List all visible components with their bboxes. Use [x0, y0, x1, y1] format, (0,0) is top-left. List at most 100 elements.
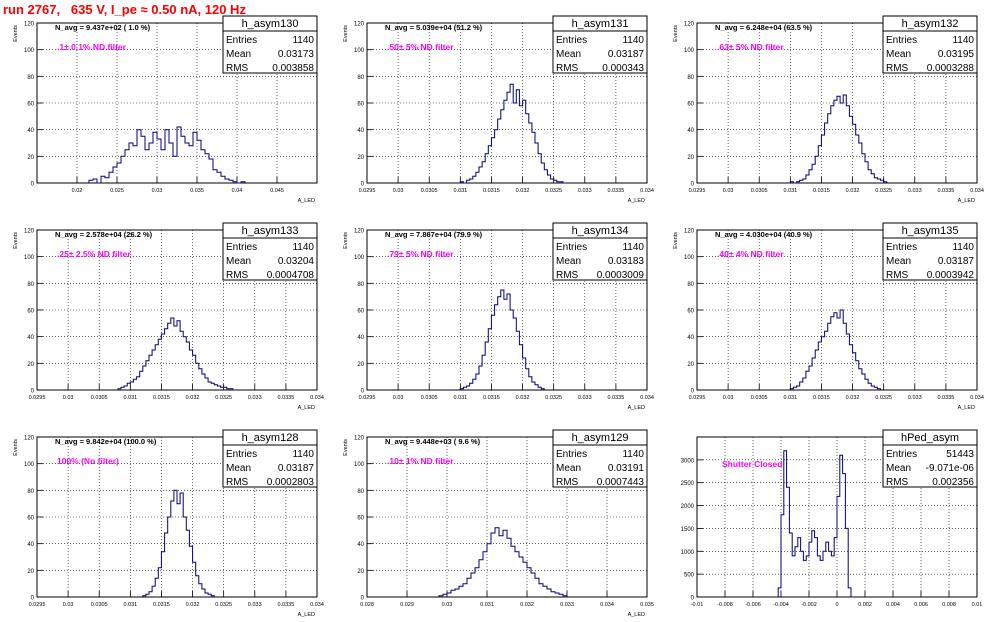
x-tick-label: 0.03: [723, 188, 734, 194]
x-tick-label: 0.0305: [91, 602, 108, 608]
x-axis-label: A_LED: [958, 405, 975, 411]
x-tick-label: 0.029: [400, 602, 414, 608]
y-tick-label: 20: [687, 155, 694, 161]
navg-label: N_avg = 4.030e+04 (40.9 %): [715, 230, 813, 239]
stats-key-mean: Mean: [226, 256, 251, 267]
y-tick-label: 40: [687, 128, 694, 134]
x-tick-label: 0.035: [640, 602, 654, 608]
panel-h_asym135: 0 20 40 60 80 100 120 0.0295 0.03 0.0305 0.031 0.03…: [673, 222, 984, 411]
y-tick-label: 100: [354, 255, 365, 261]
y-tick-label: 0: [691, 389, 695, 395]
y-tick-label: 100: [24, 462, 35, 468]
stats-box: [882, 429, 978, 488]
x-tick-label: 0.0295: [689, 395, 706, 401]
y-tick-label: 100: [684, 255, 695, 261]
navg-label: N_avg = 6.248e+04 (63.5 %): [715, 23, 813, 32]
x-tick-label: 0.03: [393, 188, 404, 194]
y-tick-label: 60: [357, 102, 364, 108]
x-axis-label: A_LED: [298, 198, 315, 204]
stats-value-entries: 1140: [952, 35, 974, 46]
y-axis-label: Events: [343, 232, 349, 249]
x-tick-label: 0.03: [63, 395, 74, 401]
stats-key-mean: Mean: [886, 256, 911, 267]
y-tick-label: 0: [691, 596, 695, 602]
x-tick-label: 0.032: [516, 188, 530, 194]
x-tick-label: 0.0295: [29, 395, 46, 401]
y-tick-label: 60: [357, 309, 364, 315]
x-tick-label: 0.034: [600, 602, 614, 608]
stats-key-rms: RMS: [886, 270, 909, 281]
stats-key-entries: Entries: [556, 242, 587, 253]
x-tick-label: 0.006: [914, 602, 928, 608]
stats-value-entries: 1140: [292, 35, 314, 46]
y-tick-label: 20: [27, 362, 34, 368]
x-tick-label: 0.0335: [607, 395, 624, 401]
stats-value-entries: 1140: [292, 242, 314, 253]
x-tick-label: 0.0335: [937, 188, 954, 194]
stats-value-mean: 0.03187: [278, 463, 315, 474]
y-tick-label: 120: [354, 436, 365, 442]
filter-label: 100% (No filter): [57, 456, 119, 466]
y-tick-label: 20: [27, 155, 34, 161]
x-tick-label: 0.033: [578, 188, 592, 194]
stats-key-entries: Entries: [226, 35, 257, 46]
panel-h_asym130: 0 20 40 60 80 100 120 0.02 0.025 0.03 0.035 0.04 0.0…: [13, 15, 318, 204]
x-axis-label: A_LED: [298, 612, 315, 618]
stats-box: [882, 15, 978, 74]
stats-key-entries: Entries: [556, 35, 587, 46]
x-tick-label: 0.0315: [813, 188, 830, 194]
histogram-line: [438, 527, 568, 597]
x-tick-label: 0.0295: [29, 602, 46, 608]
stats-value-mean: 0.03191: [608, 463, 645, 474]
y-tick-label: 80: [357, 282, 364, 288]
x-tick-label: 0.03: [63, 602, 74, 608]
stats-key-entries: Entries: [886, 242, 917, 253]
stats-value-entries: 1140: [622, 35, 644, 46]
stats-value-entries: 1140: [622, 449, 644, 460]
x-tick-label: 0.0315: [813, 395, 830, 401]
y-tick-label: 120: [24, 436, 35, 442]
x-tick-label: 0.03: [723, 395, 734, 401]
x-axis-label: A_LED: [298, 405, 315, 411]
stats-key-rms: RMS: [226, 270, 249, 281]
y-tick-label: 0: [31, 182, 35, 188]
y-axis-label: Events: [13, 25, 19, 42]
x-tick-label: 0: [835, 602, 838, 608]
x-tick-label: 0.033: [248, 395, 262, 401]
histogram-line: [117, 317, 237, 391]
x-tick-label: 0.0325: [875, 395, 892, 401]
x-tick-label: 0.0315: [153, 395, 170, 401]
navg-label: N_avg = 2.578e+04 (26.2 %): [55, 230, 153, 239]
x-tick-label: 0.0325: [545, 395, 562, 401]
y-tick-label: 40: [357, 335, 364, 341]
panel-h_asym129: 0 20 40 60 80 100 120 0.028 0.029 0.03 0.031 0.032 0…: [343, 429, 654, 618]
stats-value-mean: 0.03195: [938, 49, 975, 60]
x-axis-label: A_LED: [628, 198, 645, 204]
stats-value-entries: 1140: [952, 242, 974, 253]
y-tick-label: 60: [27, 102, 34, 108]
y-axis-label: Events: [673, 232, 679, 249]
y-tick-label: 20: [357, 155, 364, 161]
y-tick-label: 80: [27, 75, 34, 81]
y-tick-label: 0: [361, 596, 365, 602]
y-tick-label: 1500: [681, 527, 695, 533]
x-tick-label: 0.031: [123, 395, 137, 401]
stats-value-rms: 0.0003288: [927, 63, 975, 74]
x-tick-label: -0.002: [801, 602, 817, 608]
stats-key-mean: Mean: [556, 463, 581, 474]
x-tick-label: 0.032: [846, 188, 860, 194]
histogram-name: h_asym132: [902, 18, 959, 30]
x-tick-label: 0.002: [858, 602, 872, 608]
x-tick-label: 0.032: [186, 395, 200, 401]
x-tick-label: 0.031: [453, 188, 467, 194]
filter-label: .79± 5% ND filter: [387, 249, 454, 259]
stats-box: [552, 15, 648, 74]
x-tick-label: 0.034: [640, 395, 654, 401]
stats-value-mean: 0.03173: [278, 49, 315, 60]
stats-key-rms: RMS: [556, 477, 579, 488]
histogram-line: [142, 489, 215, 597]
run-title: run 2767, 635 V, I_pe ≈ 0.50 nA, 120 Hz: [3, 2, 246, 17]
x-tick-label: 0.0335: [277, 602, 294, 608]
x-tick-label: -0.004: [773, 602, 789, 608]
y-tick-label: 40: [357, 542, 364, 548]
